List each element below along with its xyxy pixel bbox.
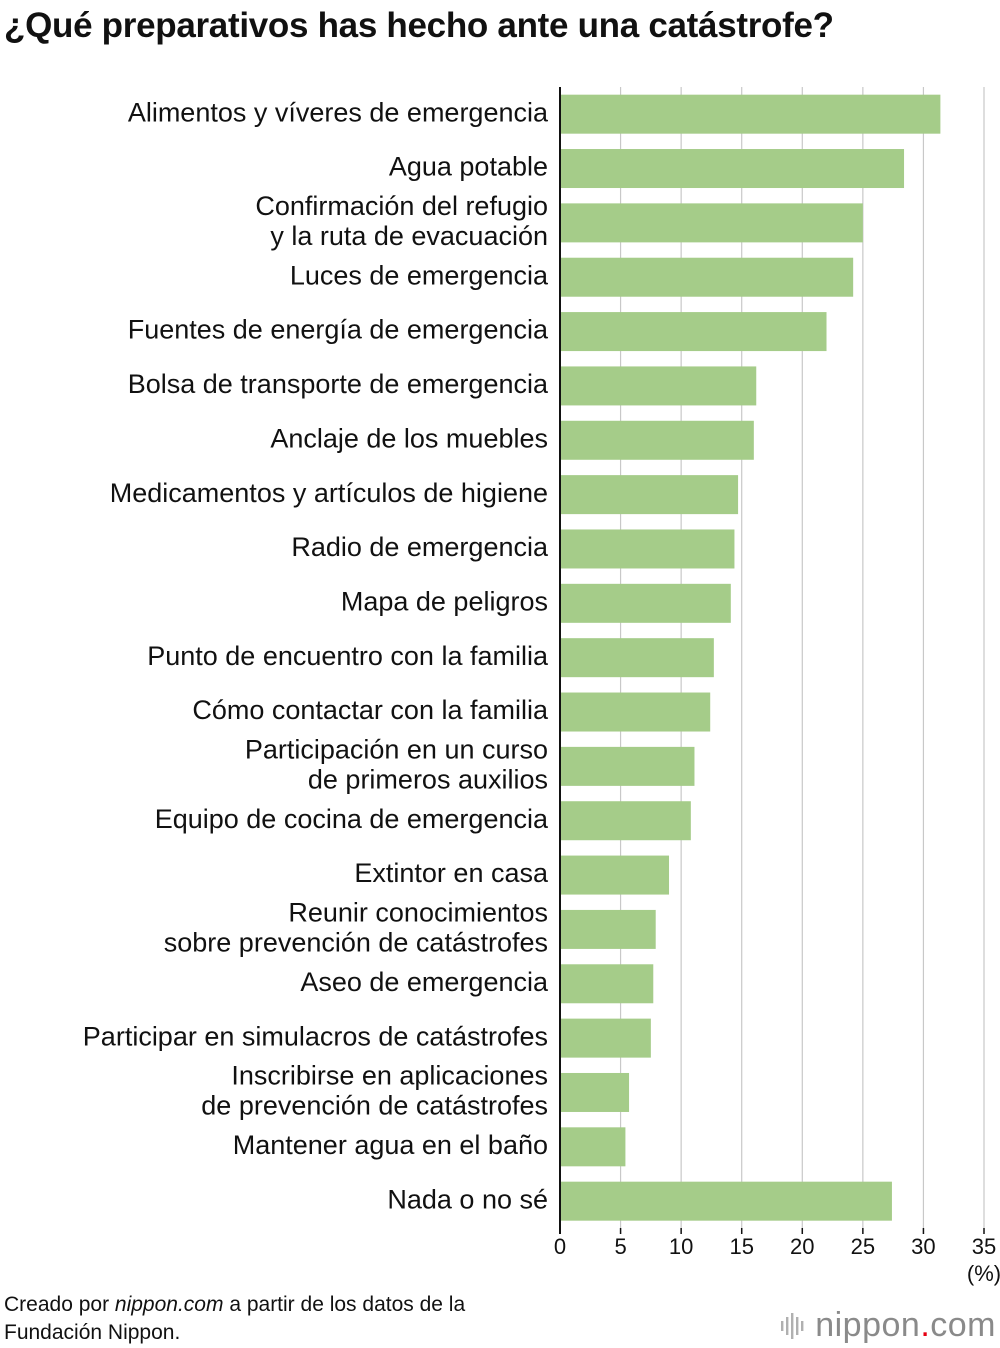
- category-label: Equipo de cocina de emergencia: [155, 804, 549, 834]
- sound-wave-icon: [781, 1312, 804, 1339]
- x-axis-unit: (%): [967, 1261, 1000, 1286]
- bar: [560, 1127, 626, 1167]
- category-label: Cómo contactar con la familia: [192, 695, 549, 725]
- category-label: Confirmación del refugio: [255, 191, 548, 221]
- category-label: Alimentos y víveres de emergencia: [128, 97, 549, 127]
- source-credit: Creado por nippon.com a partir de los da…: [4, 1291, 465, 1347]
- category-label: Punto de encuentro con la familia: [147, 641, 549, 671]
- bar: [560, 94, 941, 134]
- bar: [560, 909, 656, 949]
- category-label: y la ruta de evacuación: [270, 221, 548, 251]
- x-tick-label: 30: [911, 1234, 935, 1259]
- category-label: Participación en un curso: [245, 735, 548, 765]
- bar: [560, 1018, 651, 1058]
- category-label: Nada o no sé: [387, 1184, 548, 1214]
- category-label: Mantener agua en el baño: [233, 1130, 548, 1160]
- nippon-logo: nippon.com: [779, 1306, 996, 1345]
- category-label: Extintor en casa: [354, 858, 549, 888]
- bar-chart: Alimentos y víveres de emergencia Agua po…: [83, 87, 1000, 1286]
- credit-suffix: a partir de los datos de la: [223, 1293, 466, 1316]
- category-label: Reunir conocimientos: [288, 898, 548, 928]
- category-label: Inscribirse en aplicaciones: [231, 1061, 548, 1091]
- category-label: sobre prevención de catástrofes: [164, 928, 548, 958]
- category-label: Radio de emergencia: [291, 532, 549, 562]
- bar: [560, 692, 711, 732]
- bar: [560, 257, 854, 297]
- bar: [560, 312, 827, 352]
- x-tick-label: 35: [972, 1234, 996, 1259]
- bar: [560, 746, 695, 786]
- category-label: de prevención de catástrofes: [201, 1091, 548, 1121]
- brand-tld: com: [930, 1306, 996, 1344]
- bar: [560, 203, 863, 243]
- x-tick-label: 25: [851, 1234, 875, 1259]
- category-label: Participar en simulacros de catástrofes: [83, 1021, 548, 1051]
- category-label: Fuentes de energía de emergencia: [128, 315, 549, 345]
- x-tick-label: 0: [554, 1234, 566, 1259]
- category-label: Medicamentos y artículos de higiene: [110, 478, 548, 508]
- bar: [560, 366, 757, 406]
- bar: [560, 964, 654, 1004]
- x-tick-label: 10: [669, 1234, 693, 1259]
- bar: [560, 420, 754, 460]
- bar: [560, 638, 714, 678]
- credit-line2: Fundación Nippon.: [4, 1321, 181, 1344]
- category-label: Aseo de emergencia: [300, 967, 549, 997]
- credit-site: nippon.com: [114, 1293, 224, 1316]
- credit-prefix: Creado por: [4, 1293, 115, 1316]
- bar: [560, 855, 670, 895]
- category-label: Agua potable: [389, 152, 548, 182]
- category-label: Mapa de peligros: [341, 586, 548, 616]
- bar: [560, 801, 691, 841]
- bar: [560, 149, 905, 189]
- brand-name: nippon: [815, 1306, 921, 1344]
- category-label: de primeros auxilios: [308, 765, 548, 795]
- category-label: Luces de emergencia: [290, 260, 549, 290]
- bar: [560, 1181, 892, 1221]
- chart-title: ¿Qué preparativos has hecho ante una cat…: [4, 6, 834, 45]
- brand-dot: .: [920, 1306, 931, 1344]
- bar: [560, 529, 735, 569]
- bar: [560, 475, 739, 515]
- x-tick-label: 5: [614, 1234, 626, 1259]
- category-label: Anclaje de los muebles: [270, 423, 548, 453]
- bar: [560, 1072, 630, 1112]
- category-label: Bolsa de transporte de emergencia: [128, 369, 549, 399]
- bar: [560, 583, 731, 623]
- x-tick-label: 20: [790, 1234, 814, 1259]
- brand-text: nippon.com: [815, 1306, 996, 1345]
- x-tick-label: 15: [729, 1234, 753, 1259]
